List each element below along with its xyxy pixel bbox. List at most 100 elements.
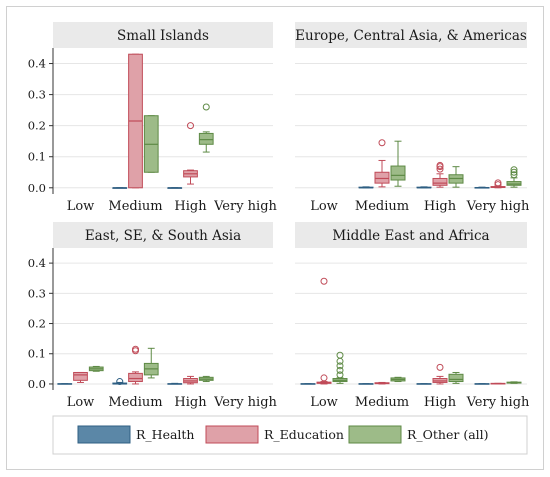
outlier-point	[336, 366, 344, 374]
panel-header	[53, 222, 273, 248]
y-tick-label: 0.4	[28, 256, 46, 270]
legend-item-other: R_Other (all)	[348, 425, 489, 444]
category-label: Low	[67, 199, 95, 214]
category-label: Medium	[108, 199, 162, 214]
box-other	[390, 376, 406, 383]
outlier-point	[202, 103, 210, 111]
legend-item-health: R_Health	[77, 425, 194, 444]
box-education	[128, 53, 143, 189]
outlier-point	[336, 371, 344, 379]
category-label: Low	[67, 395, 95, 410]
plot-area	[295, 48, 527, 194]
y-tick-label: 0.0	[28, 377, 46, 391]
outlier-point	[132, 345, 139, 353]
box-health	[300, 383, 316, 385]
legend-item-education: R_Education	[205, 425, 344, 444]
box-education	[432, 161, 448, 188]
category-label: Medium	[108, 395, 162, 410]
outlier-point	[510, 168, 518, 176]
y-tick-label: 0.2	[28, 119, 46, 133]
legend-swatch	[348, 425, 402, 444]
panel-header	[295, 22, 527, 48]
y-tick-label: 0.0	[28, 181, 46, 195]
category-label: Low	[310, 395, 338, 410]
box-health	[358, 383, 374, 385]
y-tick-label: 0.4	[28, 57, 46, 71]
box-health	[416, 186, 432, 189]
box-other	[448, 166, 464, 188]
outlier-point	[510, 166, 518, 174]
box-other	[198, 375, 214, 383]
box-education	[490, 382, 506, 385]
legend-swatch	[77, 425, 131, 444]
outlier-point	[510, 171, 518, 179]
box-health	[57, 383, 73, 385]
category-label: Medium	[355, 199, 409, 214]
y-tick-label: 0.3	[28, 88, 46, 102]
box-other	[143, 115, 159, 173]
outlier-point	[436, 161, 444, 169]
box-education	[374, 381, 390, 385]
outlier-point	[336, 362, 344, 370]
plot-area	[53, 248, 273, 390]
box-health	[474, 383, 490, 385]
outlier-point	[494, 179, 502, 187]
outlier-point	[436, 363, 444, 371]
panel-1: Europe, Central Asia, & Americas Low Mediu…	[295, 22, 530, 214]
box-other	[332, 351, 348, 384]
category-label: Medium	[355, 395, 409, 410]
outlier-point	[494, 181, 502, 189]
box-other	[88, 365, 104, 372]
box-education	[432, 363, 448, 385]
category-label: High	[174, 395, 207, 410]
box-other	[448, 371, 464, 384]
box-health	[416, 383, 432, 385]
y-tick-label: 0.1	[28, 150, 46, 164]
box-health	[167, 382, 183, 385]
box-education	[316, 277, 332, 385]
category-label: Very high	[466, 395, 530, 410]
category-label: Low	[310, 199, 338, 214]
box-other	[198, 103, 214, 153]
plot-area	[295, 248, 527, 390]
legend-label: R_Health	[136, 427, 194, 442]
panel-title: Middle East and Africa	[332, 228, 489, 244]
panel-title: East, SE, & South Asia	[85, 228, 241, 244]
panel-title: Europe, Central Asia, & Americas	[295, 28, 527, 44]
category-label: Very high	[466, 199, 530, 214]
box-body	[374, 171, 390, 184]
outlier-point	[116, 378, 124, 386]
box-body	[506, 181, 522, 186]
outlier-point	[336, 351, 344, 359]
outlier-point	[320, 277, 328, 285]
panel-grid: Small Islands 0.0 0.1 0.2 0.3 0.4 Low Medium Hig…	[28, 22, 530, 410]
panel-header	[295, 222, 527, 248]
outlier-point	[436, 165, 444, 173]
y-tick-label: 0.2	[28, 317, 46, 331]
category-label: High	[424, 395, 457, 410]
category-label: Very high	[213, 395, 277, 410]
box-health	[112, 187, 128, 189]
y-tick-label: 0.1	[28, 347, 46, 361]
box-other	[506, 381, 522, 384]
box-health	[474, 186, 490, 189]
box-body	[432, 177, 448, 186]
category-label: High	[174, 199, 207, 214]
box-body	[390, 165, 406, 181]
y-tick-label: 0.3	[28, 286, 46, 300]
box-education	[128, 345, 143, 385]
outlier-point	[320, 374, 328, 382]
plot-area	[53, 48, 273, 194]
box-education	[183, 122, 198, 185]
panel-0: Small Islands 0.0 0.1 0.2 0.3 0.4 Low Medium Hig…	[28, 22, 278, 214]
category-label: Very high	[213, 199, 277, 214]
panel-header	[53, 22, 273, 48]
box-education	[490, 179, 506, 189]
box-health	[358, 186, 374, 189]
legend-swatch	[205, 425, 259, 444]
box-body	[198, 132, 214, 145]
legend: R_Health R_Education R_Other (all)	[52, 415, 528, 455]
box-other	[390, 140, 406, 187]
panel-3: Middle East and Africa Low Medium High Very …	[295, 222, 530, 410]
